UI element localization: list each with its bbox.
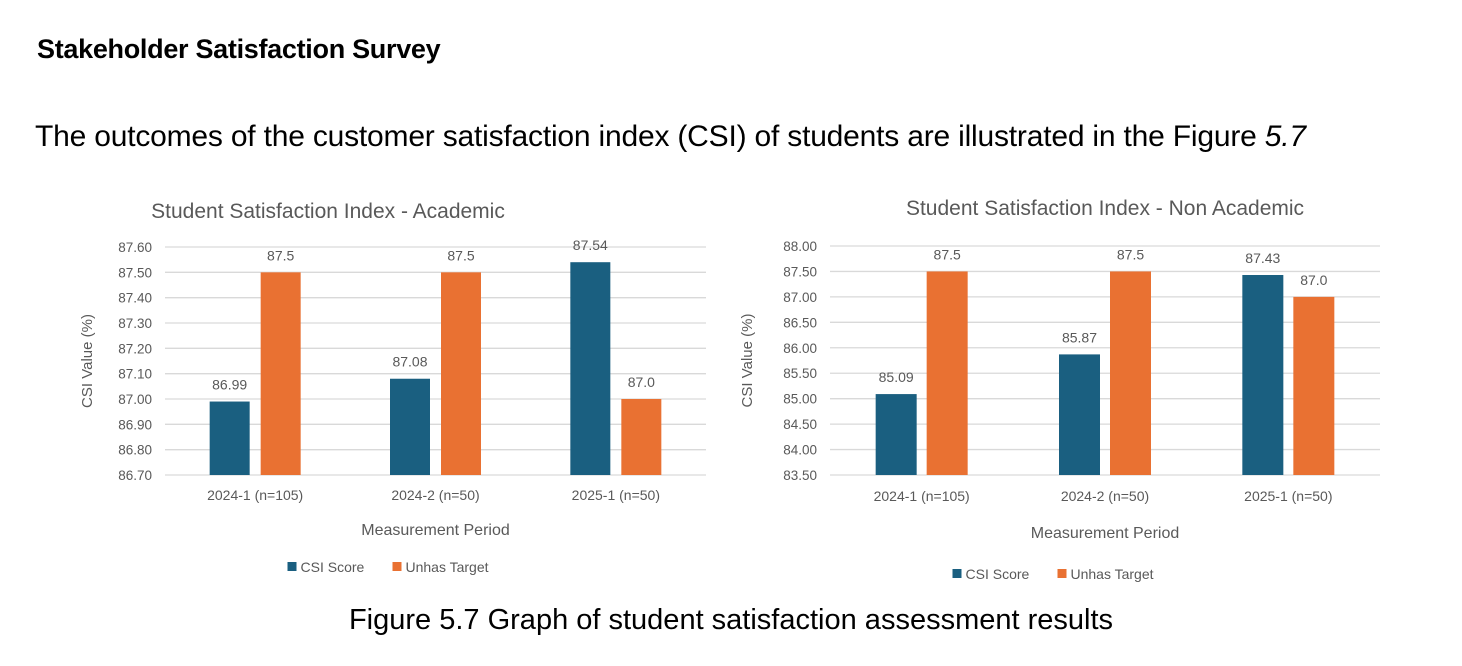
intro-paragraph: The outcomes of the customer satisfactio… — [35, 120, 1306, 154]
legend-swatch-unhas-target — [1057, 569, 1067, 578]
bar-csi-score — [1059, 354, 1100, 475]
y-tick-label: 86.70 — [118, 468, 152, 483]
y-tick-label: 87.00 — [118, 392, 152, 407]
y-tick-label: 87.50 — [118, 265, 152, 280]
chart-non-academic: Student Satisfaction Index - Non Academi… — [730, 185, 1410, 595]
legend-label: Unhas Target — [1071, 566, 1154, 582]
bar-unhas-target — [1293, 296, 1335, 475]
bar-csi-score — [570, 262, 611, 475]
data-label: 87.5 — [1117, 246, 1144, 262]
y-tick-label: 86.00 — [783, 341, 817, 356]
data-label: 87.0 — [628, 374, 655, 390]
y-tick-label: 86.50 — [783, 315, 817, 330]
intro-text: The outcomes of the customer satisfactio… — [35, 120, 1265, 153]
y-tick-label: 87.20 — [118, 341, 152, 356]
y-tick-label: 87.00 — [783, 290, 817, 305]
bar-csi-score — [390, 378, 430, 475]
data-label: 86.99 — [212, 377, 247, 393]
y-tick-label: 84.00 — [783, 443, 817, 458]
x-tick-label: 2024-2 (n=50) — [1061, 488, 1149, 504]
y-tick-label: 85.50 — [783, 366, 817, 381]
data-label: 85.09 — [879, 369, 914, 385]
legend-label: CSI Score — [301, 559, 365, 575]
x-tick-label: 2024-1 (n=105) — [874, 488, 970, 504]
y-tick-label: 85.00 — [783, 392, 817, 407]
data-label: 87.54 — [573, 237, 608, 253]
bar-unhas-target — [926, 271, 968, 475]
data-label: 87.43 — [1245, 250, 1280, 266]
data-label: 87.0 — [1300, 272, 1327, 288]
data-label: 87.08 — [392, 354, 427, 370]
chart-academic-svg: Student Satisfaction Index - Academic 86.… — [79, 200, 706, 575]
y-tick-label: 87.30 — [118, 316, 152, 331]
x-axis-label: Measurement Period — [361, 522, 510, 539]
data-label: 87.5 — [447, 247, 474, 263]
y-axis-label: CSI Value (%) — [739, 314, 756, 408]
section-heading: Stakeholder Satisfaction Survey — [37, 34, 441, 64]
y-axis-label: CSI Value (%) — [79, 314, 96, 408]
bar-unhas-target — [260, 272, 301, 475]
bar-unhas-target — [441, 272, 481, 475]
bar-csi-score — [875, 394, 917, 475]
bar-unhas-target — [621, 399, 662, 475]
chart-non-academic-svg: Student Satisfaction Index - Non Academi… — [739, 197, 1380, 582]
y-tick-label: 87.10 — [118, 367, 152, 382]
legend-label: Unhas Target — [406, 559, 489, 575]
x-tick-label: 2025-1 (n=50) — [1244, 488, 1332, 504]
bar-csi-score — [209, 401, 250, 475]
figure-caption: Figure 5.7 Graph of student satisfaction… — [348, 604, 1114, 636]
x-tick-label: 2024-1 (n=105) — [207, 487, 303, 503]
y-tick-label: 87.50 — [783, 264, 817, 279]
x-tick-label: 2025-1 (n=50) — [572, 487, 660, 503]
x-tick-label: 2024-2 (n=50) — [391, 487, 479, 503]
y-tick-label: 83.50 — [783, 468, 817, 483]
data-label: 85.87 — [1062, 329, 1097, 345]
y-tick-label: 88.00 — [783, 239, 817, 254]
y-tick-label: 87.40 — [118, 291, 152, 306]
y-tick-label: 87.60 — [118, 240, 152, 255]
x-axis-label: Measurement Period — [1031, 525, 1180, 542]
chart-academic: Student Satisfaction Index - Academic 86.… — [70, 190, 730, 590]
figure-reference: 5.7 — [1264, 120, 1306, 153]
y-tick-label: 84.50 — [783, 417, 817, 432]
legend-label: CSI Score — [966, 566, 1030, 582]
chart-title: Student Satisfaction Index - Non Academi… — [906, 197, 1304, 220]
data-label: 87.5 — [934, 246, 961, 262]
bar-unhas-target — [1110, 271, 1151, 475]
y-tick-label: 86.90 — [118, 417, 152, 432]
legend-swatch-csi-score — [287, 562, 297, 571]
legend-swatch-csi-score — [952, 569, 962, 578]
chart-title: Student Satisfaction Index - Academic — [151, 200, 505, 223]
legend-swatch-unhas-target — [392, 562, 402, 571]
y-tick-label: 86.80 — [118, 443, 152, 458]
data-label: 87.5 — [267, 247, 294, 263]
bar-csi-score — [1242, 275, 1284, 475]
